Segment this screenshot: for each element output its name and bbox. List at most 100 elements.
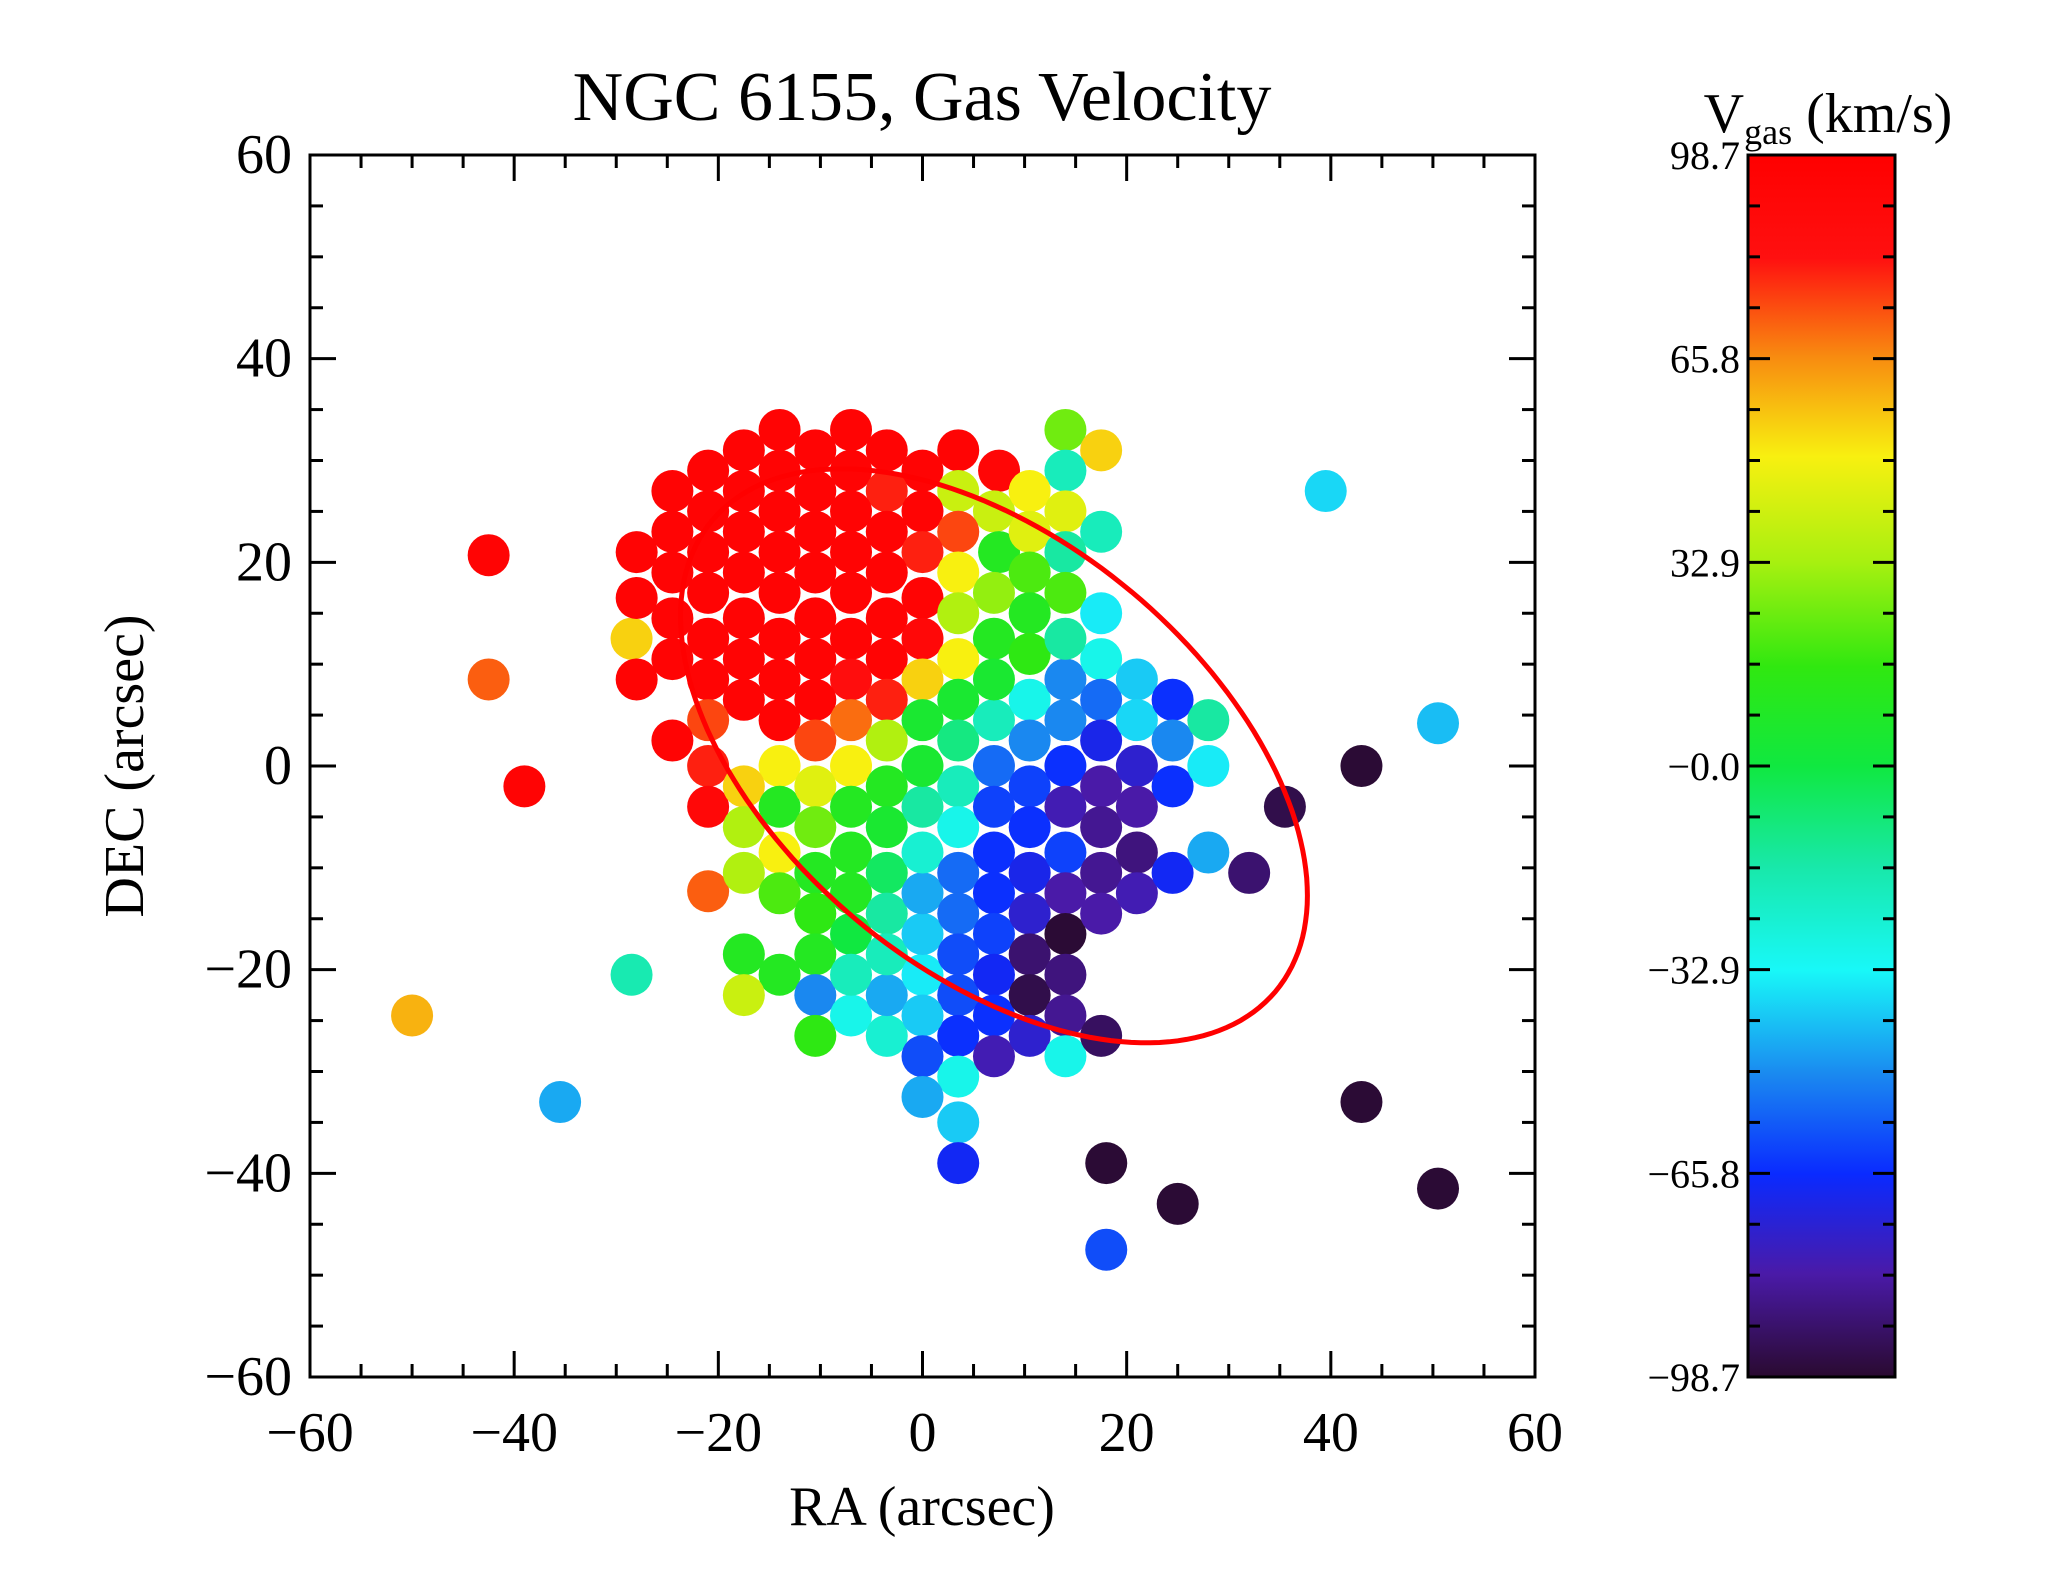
velocity-bin bbox=[722, 974, 765, 1017]
velocity-bin bbox=[937, 765, 980, 808]
velocity-bin bbox=[1151, 678, 1194, 721]
velocity-bin bbox=[830, 785, 873, 828]
velocity-bin bbox=[391, 994, 434, 1037]
velocity-bin bbox=[794, 933, 837, 976]
velocity-bin bbox=[1008, 806, 1051, 849]
velocity-bin bbox=[937, 1055, 980, 1098]
velocity-bin bbox=[1044, 658, 1087, 701]
scatter-points bbox=[391, 408, 1460, 1271]
velocity-bin bbox=[937, 638, 980, 681]
velocity-bin bbox=[1187, 745, 1230, 787]
velocity-bin bbox=[687, 658, 730, 701]
velocity-bin bbox=[1340, 745, 1383, 787]
velocity-bin bbox=[865, 638, 908, 681]
velocity-bin bbox=[830, 872, 873, 915]
velocity-bin bbox=[1044, 953, 1087, 996]
velocity-bin bbox=[794, 765, 837, 808]
x-tick-label: −40 bbox=[470, 1402, 558, 1464]
velocity-bin bbox=[722, 597, 765, 640]
y-tick-label: 0 bbox=[264, 735, 292, 797]
velocity-bin bbox=[830, 994, 873, 1037]
velocity-bin bbox=[937, 429, 980, 472]
velocity-bin bbox=[830, 745, 873, 787]
velocity-bin bbox=[972, 658, 1015, 701]
velocity-bin bbox=[901, 617, 944, 660]
velocity-bin bbox=[794, 551, 837, 594]
velocity-bin bbox=[1044, 617, 1087, 660]
velocity-bin bbox=[830, 408, 873, 451]
velocity-bin bbox=[865, 551, 908, 594]
velocity-bin bbox=[1080, 806, 1123, 849]
velocity-bin bbox=[651, 470, 694, 513]
velocity-bin bbox=[830, 913, 873, 956]
velocity-bin bbox=[1008, 678, 1051, 721]
velocity-bin bbox=[937, 806, 980, 849]
velocity-bin bbox=[865, 510, 908, 553]
velocity-bin bbox=[1044, 745, 1087, 787]
colorbar-tick-label: 65.8 bbox=[1670, 337, 1740, 382]
velocity-bin bbox=[830, 699, 873, 742]
velocity-bin bbox=[1008, 765, 1051, 808]
velocity-bin bbox=[1080, 851, 1123, 894]
velocity-bin bbox=[901, 658, 944, 701]
velocity-bin bbox=[1080, 1014, 1123, 1057]
velocity-bin bbox=[830, 953, 873, 996]
velocity-bin bbox=[937, 719, 980, 762]
velocity-bin bbox=[1008, 592, 1051, 635]
colorbar-tick-label: −32.9 bbox=[1647, 948, 1740, 993]
velocity-bin bbox=[901, 1075, 944, 1118]
velocity-bin bbox=[651, 597, 694, 640]
velocity-bin bbox=[687, 490, 730, 533]
velocity-bin bbox=[972, 994, 1015, 1037]
velocity-bin bbox=[467, 534, 510, 577]
velocity-bin bbox=[539, 1081, 582, 1124]
velocity-bin bbox=[758, 617, 801, 660]
velocity-bin bbox=[901, 745, 944, 787]
velocity-bin bbox=[1044, 831, 1087, 874]
velocity-bin bbox=[467, 658, 510, 701]
velocity-bin bbox=[972, 1035, 1015, 1078]
velocity-bin bbox=[758, 531, 801, 574]
y-tick-label: 20 bbox=[236, 531, 292, 593]
velocity-bin bbox=[758, 699, 801, 742]
velocity-bin bbox=[978, 449, 1021, 492]
colorbar-tick-label: 98.7 bbox=[1670, 133, 1740, 178]
velocity-bin bbox=[901, 576, 944, 619]
velocity-bin bbox=[610, 953, 653, 996]
velocity-bin bbox=[722, 638, 765, 681]
velocity-bin bbox=[794, 1014, 837, 1057]
velocity-bin bbox=[830, 531, 873, 574]
y-tick-label: −60 bbox=[204, 1346, 292, 1408]
velocity-bin bbox=[794, 470, 837, 513]
velocity-bin bbox=[687, 617, 730, 660]
colorbar bbox=[1748, 155, 1895, 1377]
velocity-bin bbox=[865, 429, 908, 472]
velocity-bin bbox=[937, 510, 980, 553]
velocity-bin bbox=[758, 658, 801, 701]
velocity-bin bbox=[865, 719, 908, 762]
velocity-bin bbox=[1044, 571, 1087, 614]
colorbar-title-main: V bbox=[1704, 83, 1744, 145]
velocity-bin bbox=[1187, 831, 1230, 874]
y-tick-label: 40 bbox=[236, 328, 292, 390]
velocity-bin bbox=[1151, 765, 1194, 808]
colorbar-title-subscript: gas bbox=[1744, 112, 1792, 152]
velocity-bin bbox=[758, 785, 801, 828]
velocity-bin bbox=[1008, 933, 1051, 976]
velocity-bin bbox=[972, 745, 1015, 787]
velocity-bin bbox=[794, 974, 837, 1017]
velocity-bin bbox=[865, 597, 908, 640]
velocity-bin bbox=[1417, 1167, 1460, 1210]
velocity-bin bbox=[1044, 490, 1087, 533]
velocity-bin bbox=[1044, 699, 1087, 742]
velocity-bin bbox=[1044, 1035, 1087, 1078]
velocity-bin bbox=[972, 785, 1015, 828]
velocity-bin bbox=[830, 831, 873, 874]
x-axis-label: RA (arcsec) bbox=[789, 1476, 1055, 1538]
colorbar-tick-label: −98.7 bbox=[1647, 1355, 1740, 1400]
velocity-bin bbox=[865, 851, 908, 894]
velocity-bin bbox=[1080, 678, 1123, 721]
y-tick-label: −20 bbox=[204, 939, 292, 1001]
axis-tick-labels: −60 −40 −20 0 20 40 60 −60 −40 −20 0 20 40 60 bbox=[204, 124, 1563, 1464]
velocity-bin bbox=[1304, 470, 1347, 513]
